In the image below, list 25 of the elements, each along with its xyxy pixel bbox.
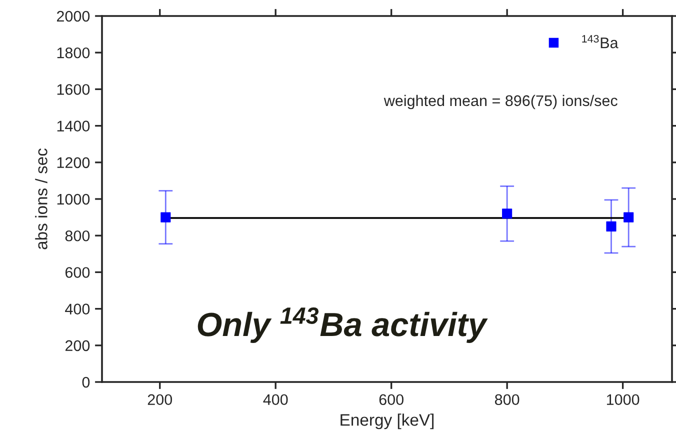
y-tick-label: 400	[65, 304, 90, 314]
point	[624, 212, 634, 222]
y-tick-label: 800	[65, 230, 90, 242]
y-tick-label: 1600	[57, 84, 90, 95]
point	[502, 208, 512, 219]
x-tick-label: 800	[494, 394, 520, 406]
point	[606, 221, 616, 232]
y-tick-label: 1200	[57, 157, 90, 168]
point	[160, 212, 171, 222]
annotation: weighted mean = 896(75) ions/sec	[384, 94, 618, 110]
x-tick-label: 400	[263, 394, 288, 406]
x-axis-title: Energy [keV]	[340, 414, 434, 430]
y-tick-label: 200	[65, 340, 90, 352]
x-tick-label: 200	[148, 394, 172, 406]
y-tick-label: 1800	[57, 47, 90, 58]
y-tick-label: 1000	[57, 194, 90, 205]
legend-label: $^{143}$Ba	[582, 35, 618, 48]
y-tick-label: 1400	[57, 120, 90, 132]
annotation: Only $^{143}$Ba activity	[198, 307, 488, 343]
x-tick-label: 600	[379, 394, 404, 406]
y-tick-label: 0	[82, 376, 90, 388]
x-tick-label: 1000	[606, 394, 640, 406]
y-tick-label: 600	[65, 267, 90, 278]
y-tick-label: 2000	[56, 10, 90, 22]
y-axis-title: abs ions / sec	[35, 148, 48, 250]
